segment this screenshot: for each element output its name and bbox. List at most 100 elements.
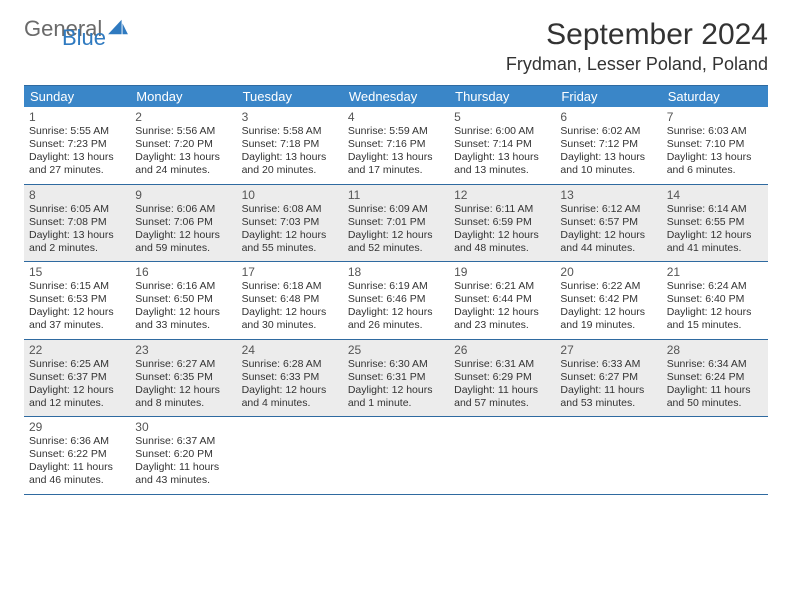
day-details: Sunrise: 6:21 AMSunset: 6:44 PMDaylight:… <box>454 280 550 333</box>
day-number: 17 <box>242 265 338 279</box>
calendar-day: 19Sunrise: 6:21 AMSunset: 6:44 PMDayligh… <box>449 262 555 339</box>
day-number: 9 <box>135 188 231 202</box>
day-number: 18 <box>348 265 444 279</box>
day-number: 1 <box>29 110 125 124</box>
calendar-day: 6Sunrise: 6:02 AMSunset: 7:12 PMDaylight… <box>555 107 661 184</box>
day-number: 5 <box>454 110 550 124</box>
calendar-week: 15Sunrise: 6:15 AMSunset: 6:53 PMDayligh… <box>24 262 768 340</box>
day-details: Sunrise: 6:18 AMSunset: 6:48 PMDaylight:… <box>242 280 338 333</box>
header: General Blue September 2024 Frydman, Les… <box>24 18 768 75</box>
calendar-day: 29Sunrise: 6:36 AMSunset: 6:22 PMDayligh… <box>24 417 130 494</box>
day-details: Sunrise: 6:37 AMSunset: 6:20 PMDaylight:… <box>135 435 231 488</box>
calendar-day: 5Sunrise: 6:00 AMSunset: 7:14 PMDaylight… <box>449 107 555 184</box>
day-number: 14 <box>667 188 763 202</box>
day-details: Sunrise: 6:05 AMSunset: 7:08 PMDaylight:… <box>29 203 125 256</box>
day-number: 19 <box>454 265 550 279</box>
calendar-day: 2Sunrise: 5:56 AMSunset: 7:20 PMDaylight… <box>130 107 236 184</box>
calendar: SundayMondayTuesdayWednesdayThursdayFrid… <box>24 85 768 495</box>
day-details: Sunrise: 6:28 AMSunset: 6:33 PMDaylight:… <box>242 358 338 411</box>
calendar-day: 8Sunrise: 6:05 AMSunset: 7:08 PMDaylight… <box>24 185 130 262</box>
day-number: 2 <box>135 110 231 124</box>
day-number: 30 <box>135 420 231 434</box>
day-details: Sunrise: 6:03 AMSunset: 7:10 PMDaylight:… <box>667 125 763 178</box>
day-of-week-cell: Sunday <box>24 86 130 107</box>
day-number: 12 <box>454 188 550 202</box>
day-number: 23 <box>135 343 231 357</box>
calendar-day-empty <box>343 417 449 494</box>
location-text: Frydman, Lesser Poland, Poland <box>506 54 768 75</box>
calendar-day-empty <box>237 417 343 494</box>
day-details: Sunrise: 6:27 AMSunset: 6:35 PMDaylight:… <box>135 358 231 411</box>
calendar-day: 15Sunrise: 6:15 AMSunset: 6:53 PMDayligh… <box>24 262 130 339</box>
day-details: Sunrise: 6:11 AMSunset: 6:59 PMDaylight:… <box>454 203 550 256</box>
calendar-day: 17Sunrise: 6:18 AMSunset: 6:48 PMDayligh… <box>237 262 343 339</box>
calendar-day: 9Sunrise: 6:06 AMSunset: 7:06 PMDaylight… <box>130 185 236 262</box>
logo-text-blue: Blue <box>62 29 129 48</box>
day-of-week-row: SundayMondayTuesdayWednesdayThursdayFrid… <box>24 86 768 107</box>
day-details: Sunrise: 6:16 AMSunset: 6:50 PMDaylight:… <box>135 280 231 333</box>
day-details: Sunrise: 6:30 AMSunset: 6:31 PMDaylight:… <box>348 358 444 411</box>
calendar-day: 25Sunrise: 6:30 AMSunset: 6:31 PMDayligh… <box>343 340 449 417</box>
calendar-day: 28Sunrise: 6:34 AMSunset: 6:24 PMDayligh… <box>662 340 768 417</box>
day-details: Sunrise: 6:24 AMSunset: 6:40 PMDaylight:… <box>667 280 763 333</box>
day-details: Sunrise: 6:00 AMSunset: 7:14 PMDaylight:… <box>454 125 550 178</box>
day-details: Sunrise: 6:34 AMSunset: 6:24 PMDaylight:… <box>667 358 763 411</box>
day-details: Sunrise: 5:56 AMSunset: 7:20 PMDaylight:… <box>135 125 231 178</box>
day-of-week-cell: Tuesday <box>237 86 343 107</box>
day-details: Sunrise: 6:19 AMSunset: 6:46 PMDaylight:… <box>348 280 444 333</box>
day-number: 22 <box>29 343 125 357</box>
month-title: September 2024 <box>506 18 768 52</box>
calendar-day: 16Sunrise: 6:16 AMSunset: 6:50 PMDayligh… <box>130 262 236 339</box>
day-number: 20 <box>560 265 656 279</box>
day-number: 13 <box>560 188 656 202</box>
day-number: 15 <box>29 265 125 279</box>
calendar-day: 22Sunrise: 6:25 AMSunset: 6:37 PMDayligh… <box>24 340 130 417</box>
calendar-day: 13Sunrise: 6:12 AMSunset: 6:57 PMDayligh… <box>555 185 661 262</box>
day-number: 4 <box>348 110 444 124</box>
calendar-day: 11Sunrise: 6:09 AMSunset: 7:01 PMDayligh… <box>343 185 449 262</box>
day-number: 24 <box>242 343 338 357</box>
calendar-week: 22Sunrise: 6:25 AMSunset: 6:37 PMDayligh… <box>24 340 768 418</box>
title-block: September 2024 Frydman, Lesser Poland, P… <box>506 18 768 75</box>
day-details: Sunrise: 6:36 AMSunset: 6:22 PMDaylight:… <box>29 435 125 488</box>
logo: General Blue <box>24 18 129 47</box>
day-details: Sunrise: 5:55 AMSunset: 7:23 PMDaylight:… <box>29 125 125 178</box>
day-number: 29 <box>29 420 125 434</box>
day-details: Sunrise: 6:25 AMSunset: 6:37 PMDaylight:… <box>29 358 125 411</box>
calendar-day: 4Sunrise: 5:59 AMSunset: 7:16 PMDaylight… <box>343 107 449 184</box>
day-of-week-cell: Friday <box>555 86 661 107</box>
day-number: 27 <box>560 343 656 357</box>
calendar-day-empty <box>662 417 768 494</box>
calendar-day: 23Sunrise: 6:27 AMSunset: 6:35 PMDayligh… <box>130 340 236 417</box>
calendar-week: 1Sunrise: 5:55 AMSunset: 7:23 PMDaylight… <box>24 107 768 185</box>
calendar-day: 18Sunrise: 6:19 AMSunset: 6:46 PMDayligh… <box>343 262 449 339</box>
day-number: 6 <box>560 110 656 124</box>
calendar-day: 3Sunrise: 5:58 AMSunset: 7:18 PMDaylight… <box>237 107 343 184</box>
calendar-day: 30Sunrise: 6:37 AMSunset: 6:20 PMDayligh… <box>130 417 236 494</box>
day-details: Sunrise: 6:15 AMSunset: 6:53 PMDaylight:… <box>29 280 125 333</box>
day-number: 8 <box>29 188 125 202</box>
calendar-day-empty <box>449 417 555 494</box>
calendar-week: 8Sunrise: 6:05 AMSunset: 7:08 PMDaylight… <box>24 185 768 263</box>
day-of-week-cell: Wednesday <box>343 86 449 107</box>
day-number: 16 <box>135 265 231 279</box>
day-details: Sunrise: 5:58 AMSunset: 7:18 PMDaylight:… <box>242 125 338 178</box>
calendar-day: 7Sunrise: 6:03 AMSunset: 7:10 PMDaylight… <box>662 107 768 184</box>
day-details: Sunrise: 6:31 AMSunset: 6:29 PMDaylight:… <box>454 358 550 411</box>
day-number: 28 <box>667 343 763 357</box>
calendar-day: 26Sunrise: 6:31 AMSunset: 6:29 PMDayligh… <box>449 340 555 417</box>
day-details: Sunrise: 6:14 AMSunset: 6:55 PMDaylight:… <box>667 203 763 256</box>
day-number: 25 <box>348 343 444 357</box>
day-number: 3 <box>242 110 338 124</box>
calendar-day: 21Sunrise: 6:24 AMSunset: 6:40 PMDayligh… <box>662 262 768 339</box>
calendar-week: 29Sunrise: 6:36 AMSunset: 6:22 PMDayligh… <box>24 417 768 495</box>
day-details: Sunrise: 5:59 AMSunset: 7:16 PMDaylight:… <box>348 125 444 178</box>
calendar-day: 10Sunrise: 6:08 AMSunset: 7:03 PMDayligh… <box>237 185 343 262</box>
calendar-day: 27Sunrise: 6:33 AMSunset: 6:27 PMDayligh… <box>555 340 661 417</box>
calendar-day: 24Sunrise: 6:28 AMSunset: 6:33 PMDayligh… <box>237 340 343 417</box>
calendar-day: 1Sunrise: 5:55 AMSunset: 7:23 PMDaylight… <box>24 107 130 184</box>
day-details: Sunrise: 6:06 AMSunset: 7:06 PMDaylight:… <box>135 203 231 256</box>
day-number: 11 <box>348 188 444 202</box>
day-details: Sunrise: 6:12 AMSunset: 6:57 PMDaylight:… <box>560 203 656 256</box>
calendar-day: 12Sunrise: 6:11 AMSunset: 6:59 PMDayligh… <box>449 185 555 262</box>
